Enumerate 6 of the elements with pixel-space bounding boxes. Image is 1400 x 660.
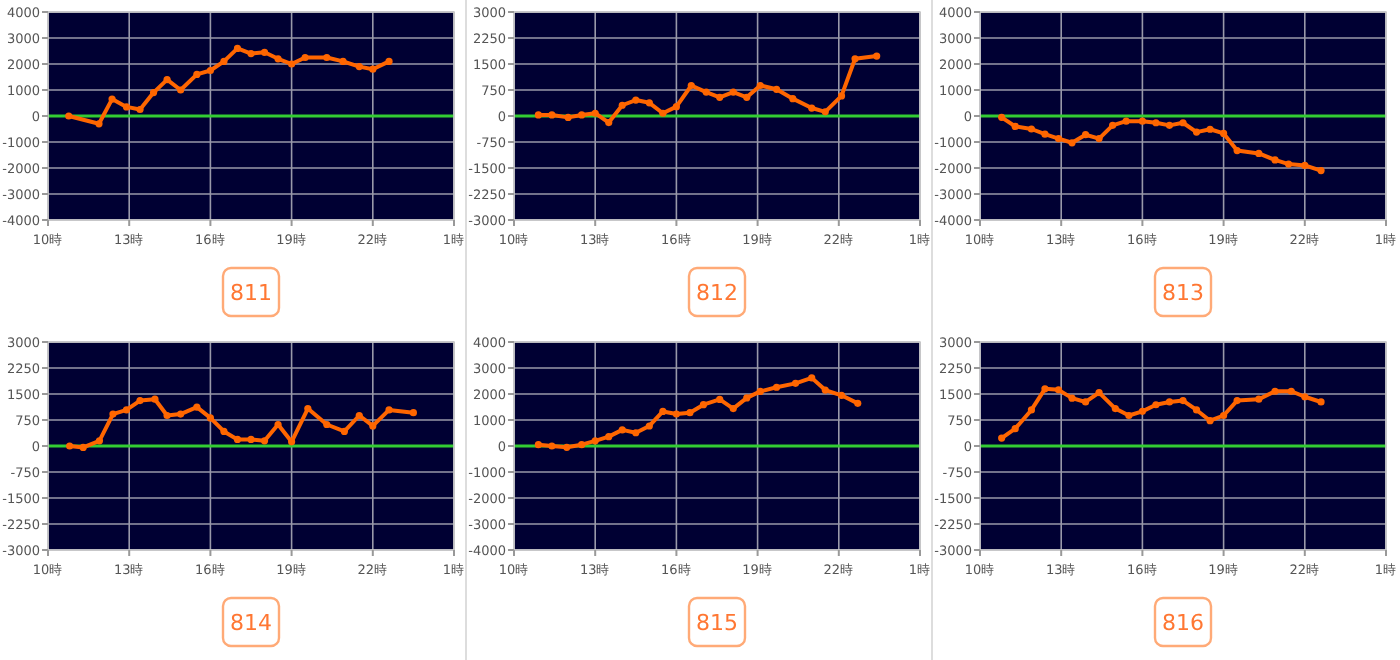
text: 812 bbox=[696, 279, 738, 306]
text: 815 bbox=[696, 609, 738, 636]
text: 814 bbox=[230, 609, 272, 636]
text: 813 bbox=[1162, 279, 1204, 306]
text: 811 bbox=[230, 279, 272, 306]
text: 816 bbox=[1162, 609, 1204, 636]
